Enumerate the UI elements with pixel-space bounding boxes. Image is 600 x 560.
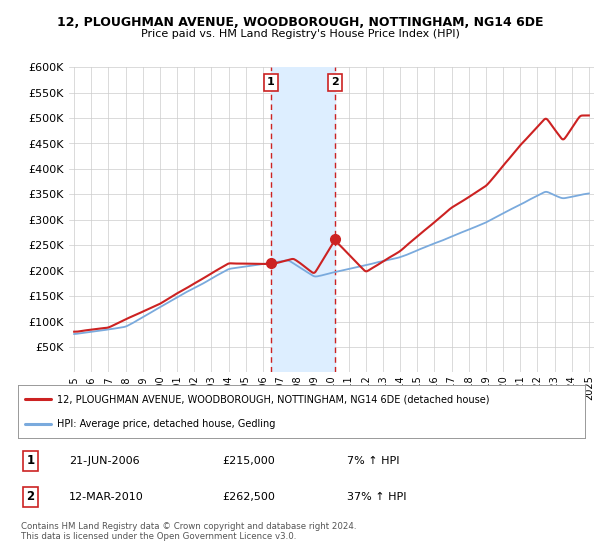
Text: 37% ↑ HPI: 37% ↑ HPI <box>347 492 406 502</box>
Text: HPI: Average price, detached house, Gedling: HPI: Average price, detached house, Gedl… <box>56 418 275 428</box>
Text: 1: 1 <box>26 454 35 467</box>
Text: 2: 2 <box>331 77 338 87</box>
Text: 12-MAR-2010: 12-MAR-2010 <box>69 492 144 502</box>
Text: 12, PLOUGHMAN AVENUE, WOODBOROUGH, NOTTINGHAM, NG14 6DE: 12, PLOUGHMAN AVENUE, WOODBOROUGH, NOTTI… <box>57 16 543 29</box>
Text: 21-JUN-2006: 21-JUN-2006 <box>69 456 140 466</box>
Text: 7% ↑ HPI: 7% ↑ HPI <box>347 456 400 466</box>
Text: 12, PLOUGHMAN AVENUE, WOODBOROUGH, NOTTINGHAM, NG14 6DE (detached house): 12, PLOUGHMAN AVENUE, WOODBOROUGH, NOTTI… <box>56 394 489 404</box>
Text: Price paid vs. HM Land Registry's House Price Index (HPI): Price paid vs. HM Land Registry's House … <box>140 29 460 39</box>
Text: 1: 1 <box>267 77 275 87</box>
Text: Contains HM Land Registry data © Crown copyright and database right 2024.
This d: Contains HM Land Registry data © Crown c… <box>21 522 356 542</box>
Bar <box>271 67 335 372</box>
Text: 2: 2 <box>26 491 35 503</box>
Text: £262,500: £262,500 <box>222 492 275 502</box>
Text: £215,000: £215,000 <box>222 456 275 466</box>
